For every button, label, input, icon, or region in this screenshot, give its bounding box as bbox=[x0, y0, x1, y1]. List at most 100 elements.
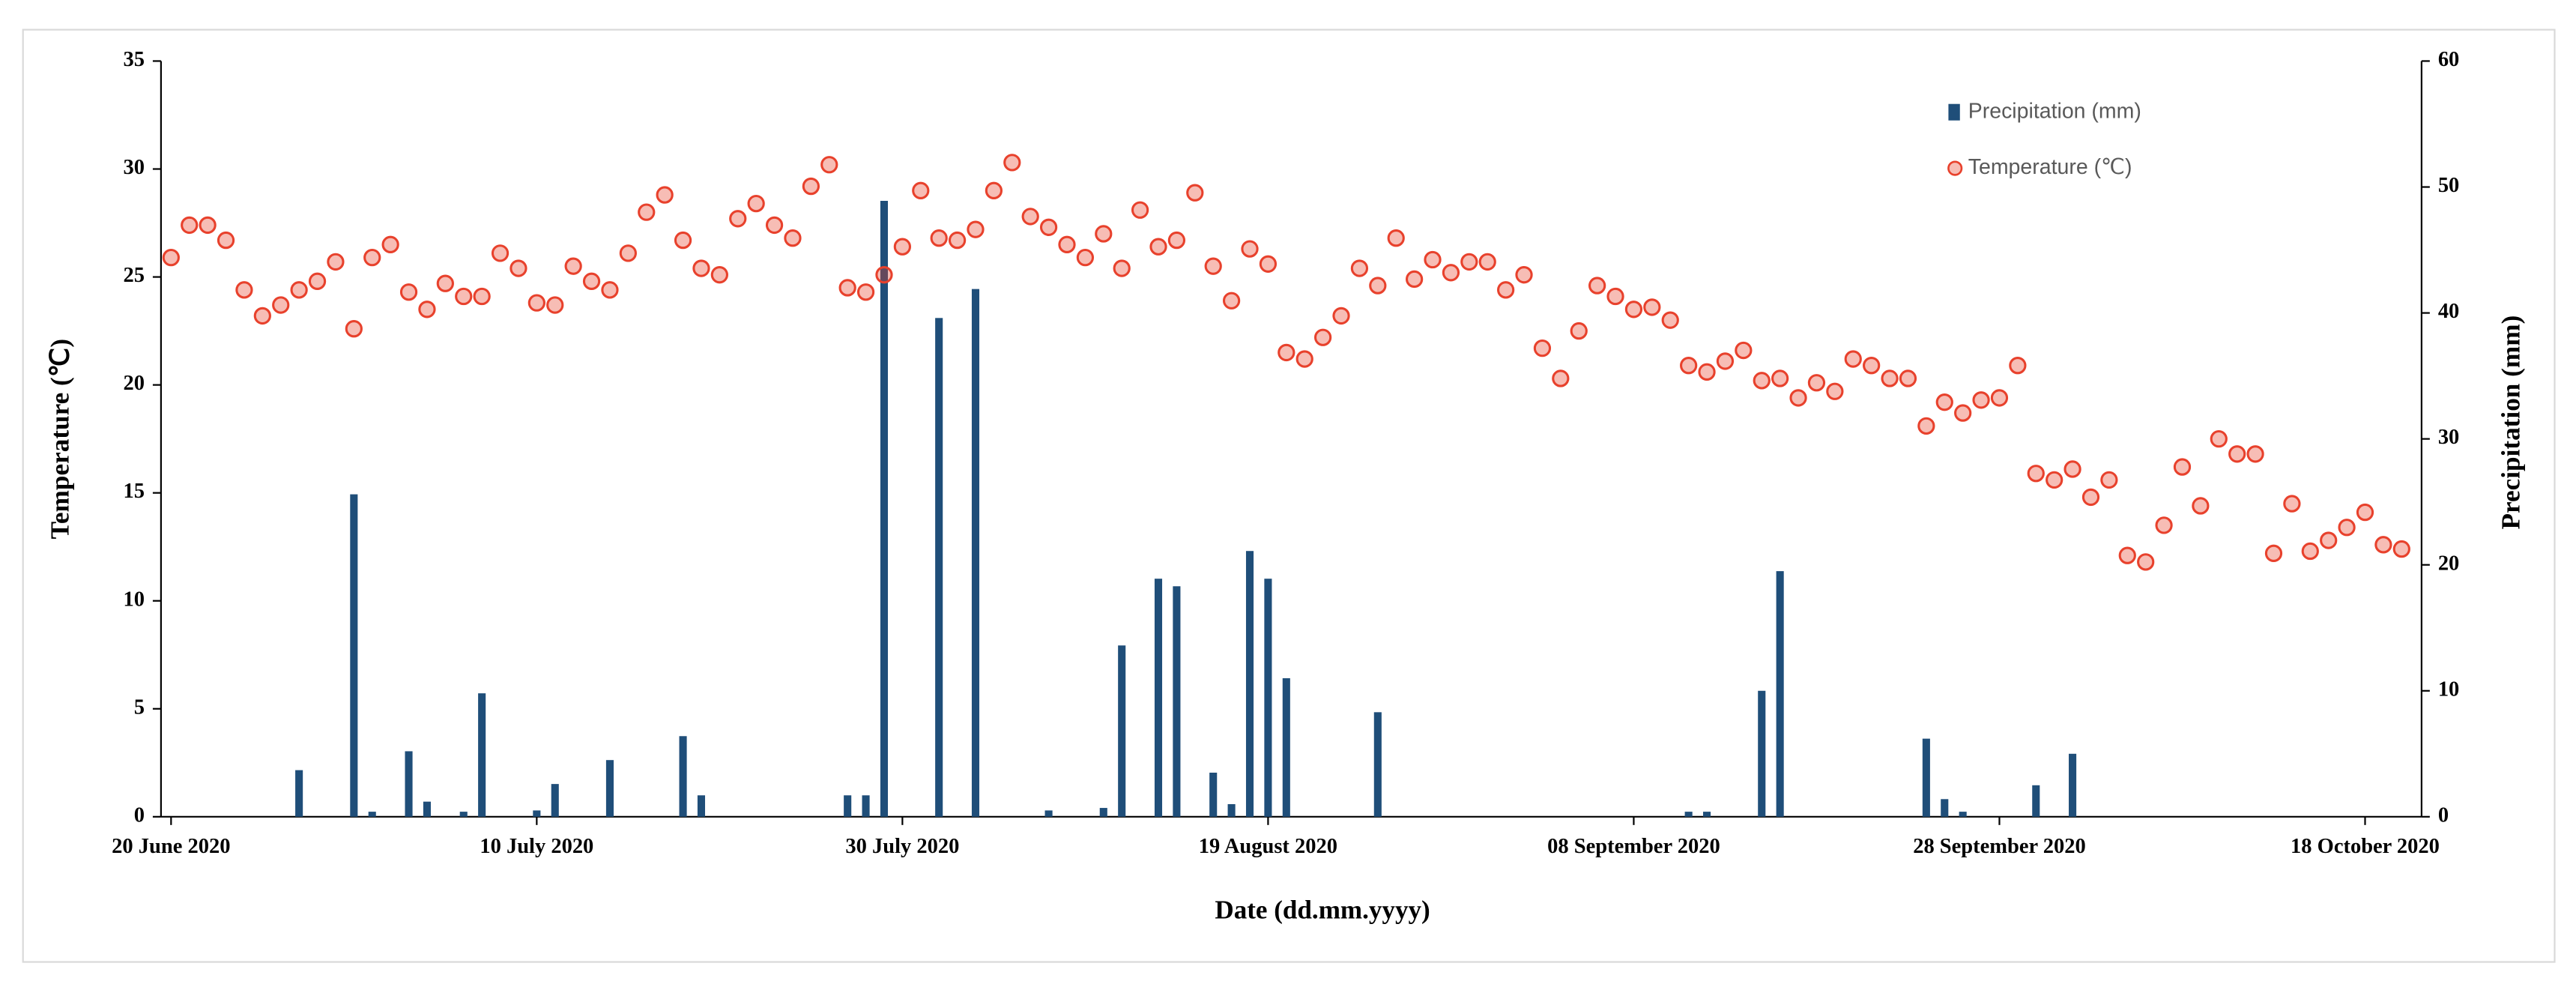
temperature-point bbox=[985, 181, 1003, 199]
temperature-point bbox=[2392, 540, 2410, 558]
precipitation-bar bbox=[459, 812, 468, 817]
precipitation-bar bbox=[1264, 579, 1272, 817]
temperature-point bbox=[875, 266, 893, 284]
temperature-point bbox=[1076, 248, 1095, 267]
precipitation-bar bbox=[478, 693, 486, 817]
temperature-point bbox=[1844, 350, 1862, 368]
temperature-point bbox=[2063, 460, 2081, 478]
temperature-point bbox=[1716, 352, 1735, 370]
temperature-point bbox=[1643, 298, 1661, 316]
temperature-point bbox=[1899, 369, 1917, 387]
temperature-point bbox=[2137, 553, 2155, 571]
temperature-point bbox=[1313, 328, 1332, 346]
temperature-point bbox=[1478, 253, 1496, 271]
y-tick-label: 35 bbox=[123, 48, 144, 71]
temperature-point bbox=[619, 244, 637, 262]
y2-tick-label: 30 bbox=[2438, 426, 2459, 449]
temperature-point bbox=[1698, 363, 1716, 381]
temperature-point bbox=[2118, 546, 2136, 564]
legend-label: Temperature (℃) bbox=[1968, 155, 2132, 179]
temperature-point bbox=[1990, 389, 2009, 407]
temperature-point bbox=[2264, 544, 2283, 563]
temperature-point bbox=[1131, 201, 1149, 219]
temperature-point bbox=[1058, 235, 1076, 254]
temperature-point bbox=[1735, 341, 1753, 360]
temperature-point bbox=[1917, 417, 1935, 435]
temperature-point bbox=[1442, 264, 1460, 282]
x-tick-label: 20 June 2020 bbox=[112, 835, 230, 858]
temperature-point bbox=[2155, 516, 2173, 534]
precipitation-bar bbox=[971, 289, 980, 817]
temperature-point bbox=[1624, 301, 1643, 319]
temperature-point bbox=[656, 186, 674, 204]
temperature-point bbox=[2192, 497, 2210, 515]
temperature-point bbox=[2356, 503, 2374, 522]
x-tick-label: 10 July 2020 bbox=[480, 835, 593, 858]
x-tick-label: 08 September 2020 bbox=[1547, 835, 1720, 858]
temperature-point bbox=[2320, 531, 2338, 549]
temperature-point bbox=[912, 181, 930, 199]
y2-tick-label: 20 bbox=[2438, 552, 2459, 575]
temperature-point bbox=[1405, 270, 1424, 289]
temperature-point bbox=[217, 231, 235, 250]
x-tick-label: 19 August 2020 bbox=[1199, 835, 1337, 858]
temperature-point bbox=[2046, 471, 2063, 489]
y-tick-label: 25 bbox=[123, 264, 144, 287]
temperature-point bbox=[546, 296, 564, 314]
temperature-point bbox=[747, 194, 765, 213]
precipitation-bar bbox=[697, 795, 706, 817]
precipitation-bar bbox=[1684, 812, 1693, 817]
temperature-point bbox=[363, 248, 381, 267]
precipitation-bar bbox=[368, 812, 376, 817]
precipitation-bar bbox=[862, 795, 870, 817]
temperature-point bbox=[2246, 445, 2264, 463]
temperature-point bbox=[235, 281, 253, 299]
x-tick-label: 18 October 2020 bbox=[2291, 835, 2440, 858]
precipitation-bar bbox=[605, 760, 614, 817]
precipitation-bar bbox=[935, 318, 943, 817]
temperature-point bbox=[2100, 471, 2118, 489]
precipitation-bar bbox=[551, 784, 559, 817]
temperature-point bbox=[1186, 184, 1204, 202]
temperature-point bbox=[1661, 311, 1679, 329]
temperature-point bbox=[418, 301, 436, 319]
temperature-point bbox=[893, 238, 911, 256]
temperature-point bbox=[327, 253, 345, 271]
temperature-point bbox=[784, 229, 802, 247]
temperature-point bbox=[1039, 218, 1058, 236]
temperature-point bbox=[1204, 257, 1222, 275]
precipitation-bar bbox=[1118, 645, 1126, 817]
temperature-point bbox=[1972, 391, 1990, 409]
temperature-point bbox=[930, 229, 948, 247]
temperature-point bbox=[1826, 382, 1844, 400]
temperature-point bbox=[856, 283, 875, 301]
temperature-point bbox=[1533, 339, 1552, 357]
y-tick-label: 15 bbox=[123, 480, 144, 503]
precipitation-bar bbox=[1099, 808, 1107, 817]
temperature-point bbox=[1680, 357, 1698, 375]
temperature-point bbox=[1350, 259, 1369, 277]
precipitation-bar bbox=[1758, 690, 1766, 817]
y2-tick-label: 10 bbox=[2438, 677, 2459, 701]
temperature-point bbox=[308, 272, 327, 290]
temperature-point bbox=[967, 220, 985, 238]
temperature-point bbox=[1570, 322, 1588, 340]
temperature-point bbox=[838, 279, 856, 297]
temperature-point bbox=[1771, 369, 1789, 387]
temperature-point bbox=[473, 287, 491, 306]
temperature-point bbox=[1789, 389, 1807, 407]
temperature-point bbox=[1295, 350, 1313, 368]
precipitation-bar bbox=[423, 801, 431, 817]
temperature-point bbox=[2338, 519, 2356, 537]
y-tick-label: 20 bbox=[123, 372, 144, 395]
y-tick-label: 0 bbox=[134, 803, 145, 827]
temperature-point bbox=[1552, 369, 1570, 387]
precipitation-bar bbox=[1209, 773, 1218, 817]
precipitation-bar bbox=[1373, 712, 1382, 817]
temperature-point bbox=[1149, 238, 1167, 256]
precipitation-bar bbox=[405, 751, 413, 817]
y-tick-label: 30 bbox=[123, 156, 144, 179]
precipitation-bar bbox=[2069, 753, 2077, 817]
temperature-point bbox=[2374, 536, 2392, 554]
